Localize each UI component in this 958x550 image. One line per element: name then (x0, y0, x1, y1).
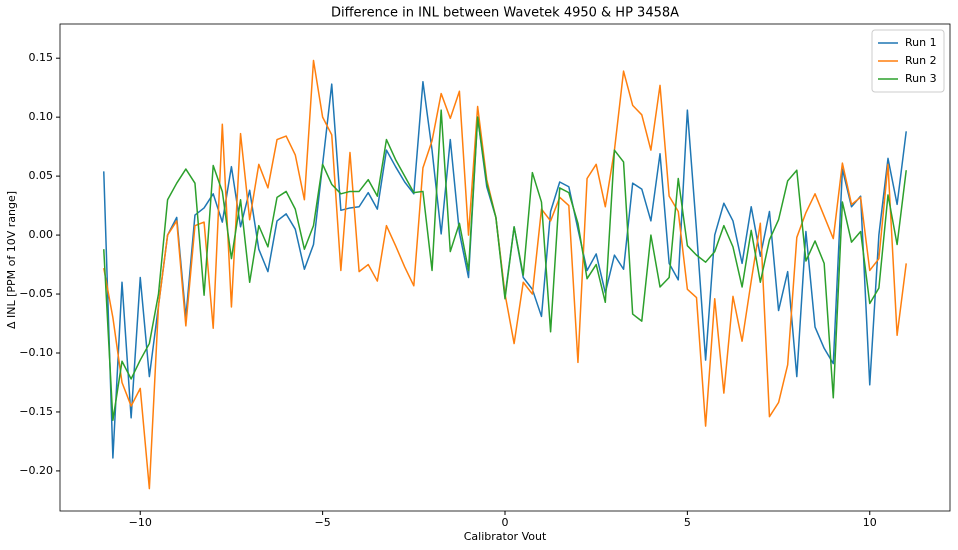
y-tick-label: −0.20 (19, 464, 53, 477)
x-tick-label: 10 (863, 516, 877, 529)
x-tick-label: −10 (129, 516, 152, 529)
y-tick-label: 0.05 (29, 169, 54, 182)
x-axis-label: Calibrator Vout (464, 530, 547, 543)
series-line (103, 109, 907, 421)
plot-frame (59, 23, 951, 512)
y-tick-label: 0.15 (29, 51, 54, 64)
y-tick-label: 0.00 (29, 228, 54, 241)
legend-label: Run 1 (905, 36, 937, 49)
chart-title: Difference in INL between Wavetek 4950 &… (331, 6, 679, 21)
legend-label: Run 2 (905, 54, 937, 67)
series-line (103, 81, 907, 459)
y-tick-label: −0.10 (19, 346, 53, 359)
y-tick-label: 0.10 (29, 110, 54, 123)
y-tick-label: −0.05 (19, 287, 53, 300)
y-axis-label: Δ INL [PPM of 10V range] (5, 191, 18, 329)
legend-label: Run 3 (905, 72, 937, 85)
legend-box (871, 29, 945, 93)
y-tick-label: −0.15 (19, 405, 53, 418)
x-tick-label: −5 (315, 516, 331, 529)
series-line (103, 59, 907, 490)
x-tick-label: 0 (502, 516, 509, 529)
x-tick-label: 5 (684, 516, 691, 529)
